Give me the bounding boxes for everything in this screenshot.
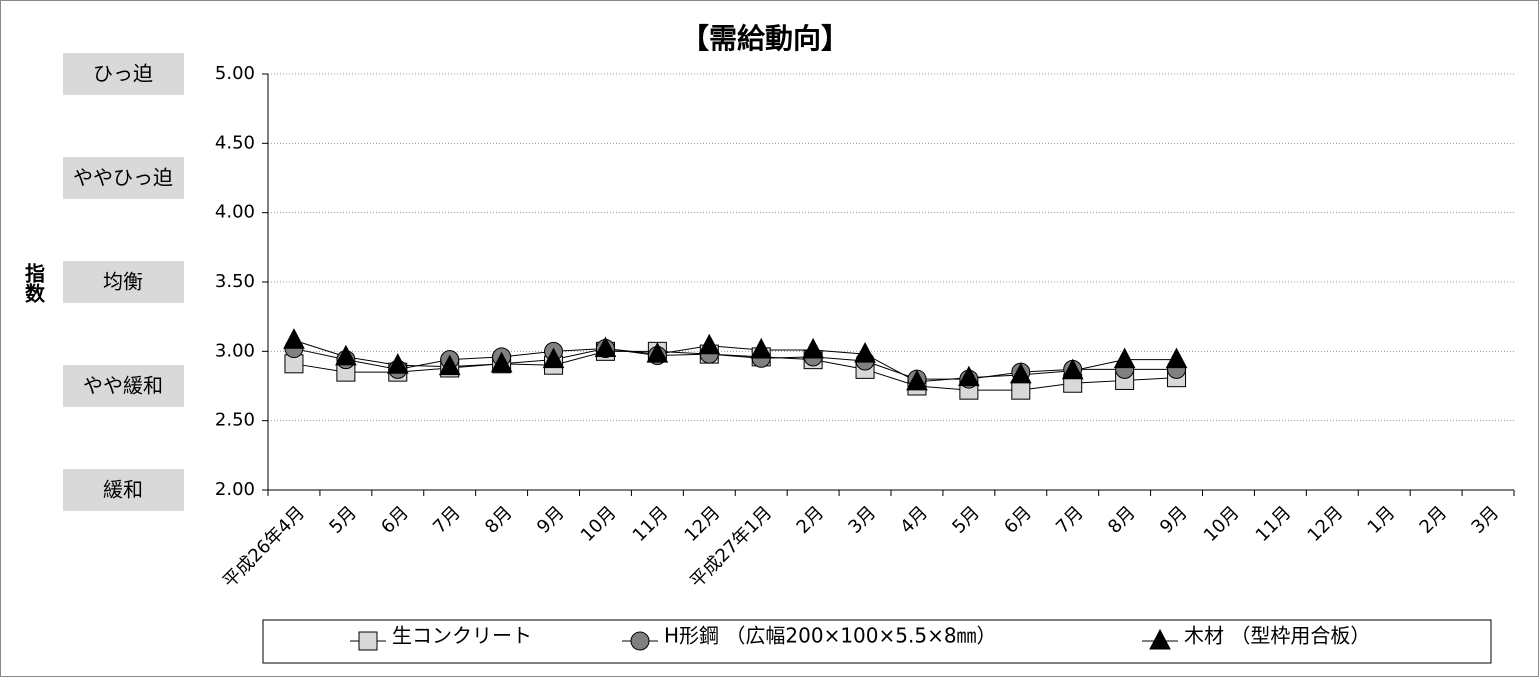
level-label: やや緩和 — [83, 374, 163, 398]
marker — [750, 337, 773, 359]
marker — [283, 328, 305, 349]
marker — [802, 337, 824, 359]
level-label: ややひっ迫 — [73, 166, 173, 190]
level-label-box — [63, 469, 184, 511]
marker — [1009, 362, 1032, 384]
marker — [854, 342, 876, 363]
marker — [1061, 358, 1084, 380]
level-label: ひっ迫 — [93, 62, 153, 86]
level-label-box — [63, 53, 184, 95]
level-label: 均衡 — [103, 270, 143, 294]
marker — [594, 336, 617, 358]
marker — [386, 353, 409, 374]
y-tick-label: 4.00 — [215, 202, 255, 223]
marker — [438, 354, 461, 376]
level-label-box — [63, 157, 184, 199]
marker — [646, 342, 669, 363]
legend-label: 木材 （型枠用合板） — [1184, 624, 1370, 648]
legend-label: 生コンクリート — [392, 624, 532, 648]
y-tick-label: 2.50 — [215, 410, 255, 431]
y-tick-label: 2.00 — [215, 479, 255, 500]
marker — [358, 631, 378, 651]
marker — [1113, 347, 1136, 369]
marker — [335, 344, 357, 366]
marker — [542, 347, 565, 369]
level-label-box — [63, 365, 184, 407]
chart-title: 【需給動向】 — [681, 22, 849, 55]
y-tick-label: 5.00 — [215, 63, 255, 84]
marker — [1149, 628, 1171, 650]
legend-box — [262, 619, 1492, 664]
y-axis-label: 指数 — [22, 262, 46, 304]
legend-label: H形鋼 （広幅200×100×5.5×8㎜） — [664, 624, 997, 648]
y-tick-label: 3.00 — [215, 340, 255, 361]
y-tick-label: 3.50 — [215, 271, 255, 292]
y-tick-label: 4.50 — [215, 132, 255, 153]
marker — [958, 365, 980, 387]
level-label: 緩和 — [103, 478, 143, 502]
marker — [906, 369, 928, 391]
marker — [1165, 347, 1188, 369]
marker — [630, 631, 650, 651]
marker — [698, 333, 721, 355]
marker — [490, 351, 513, 373]
marker — [1011, 380, 1031, 400]
level-label-box — [63, 261, 184, 303]
